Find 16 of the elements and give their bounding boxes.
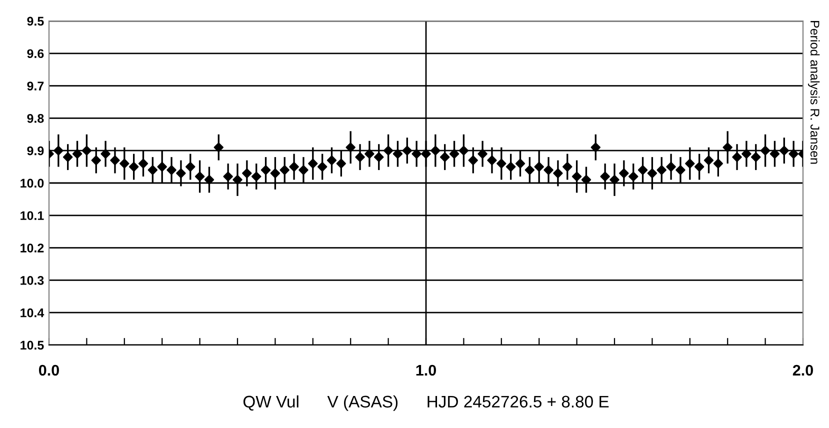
y-tick-label: 10.4: [20, 308, 44, 318]
y-tick-label: 10.5: [20, 340, 44, 350]
y-tick-label: 9.9: [27, 146, 44, 156]
y-tick-label: 10.2: [20, 244, 44, 252]
x-tick-label: 1.0: [416, 364, 436, 376]
y-tick-label: 10.1: [20, 211, 44, 220]
y-tick-label: 10.3: [20, 276, 44, 285]
y-tick-label: 9.6: [27, 49, 44, 58]
y-tick-label: 9.8: [27, 114, 44, 123]
x-tick-label: 2.0: [792, 364, 813, 376]
text: Period analysis R. Jansen: [808, 21, 820, 164]
x-axis-title: QW Vul V (ASAS) HJD 2452726.5 + 8.80 E: [243, 395, 609, 411]
x-tick-label: 0.0: [38, 364, 59, 376]
y-tick-label: 9.7: [27, 82, 44, 90]
y-tick-label: 9.5: [27, 16, 44, 26]
y-tick-label: 10.0: [20, 178, 44, 188]
